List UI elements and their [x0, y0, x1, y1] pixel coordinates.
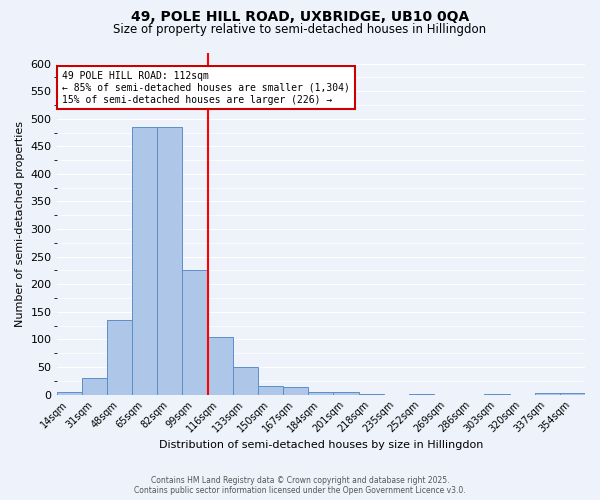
- X-axis label: Distribution of semi-detached houses by size in Hillingdon: Distribution of semi-detached houses by …: [158, 440, 483, 450]
- Bar: [132, 127, 157, 394]
- Bar: [334, 392, 359, 394]
- Text: Size of property relative to semi-detached houses in Hillingdon: Size of property relative to semi-detach…: [113, 22, 487, 36]
- Text: 49 POLE HILL ROAD: 112sqm
← 85% of semi-detached houses are smaller (1,304)
15% : 49 POLE HILL ROAD: 112sqm ← 85% of semi-…: [62, 72, 350, 104]
- Bar: [258, 386, 283, 394]
- Bar: [56, 392, 82, 394]
- Text: Contains HM Land Registry data © Crown copyright and database right 2025.
Contai: Contains HM Land Registry data © Crown c…: [134, 476, 466, 495]
- Bar: [82, 378, 107, 394]
- Bar: [560, 393, 585, 394]
- Y-axis label: Number of semi-detached properties: Number of semi-detached properties: [15, 120, 25, 326]
- Bar: [308, 392, 334, 394]
- Bar: [182, 270, 208, 394]
- Bar: [157, 127, 182, 394]
- Bar: [283, 388, 308, 394]
- Bar: [233, 367, 258, 394]
- Text: 49, POLE HILL ROAD, UXBRIDGE, UB10 0QA: 49, POLE HILL ROAD, UXBRIDGE, UB10 0QA: [131, 10, 469, 24]
- Bar: [107, 320, 132, 394]
- Bar: [208, 336, 233, 394]
